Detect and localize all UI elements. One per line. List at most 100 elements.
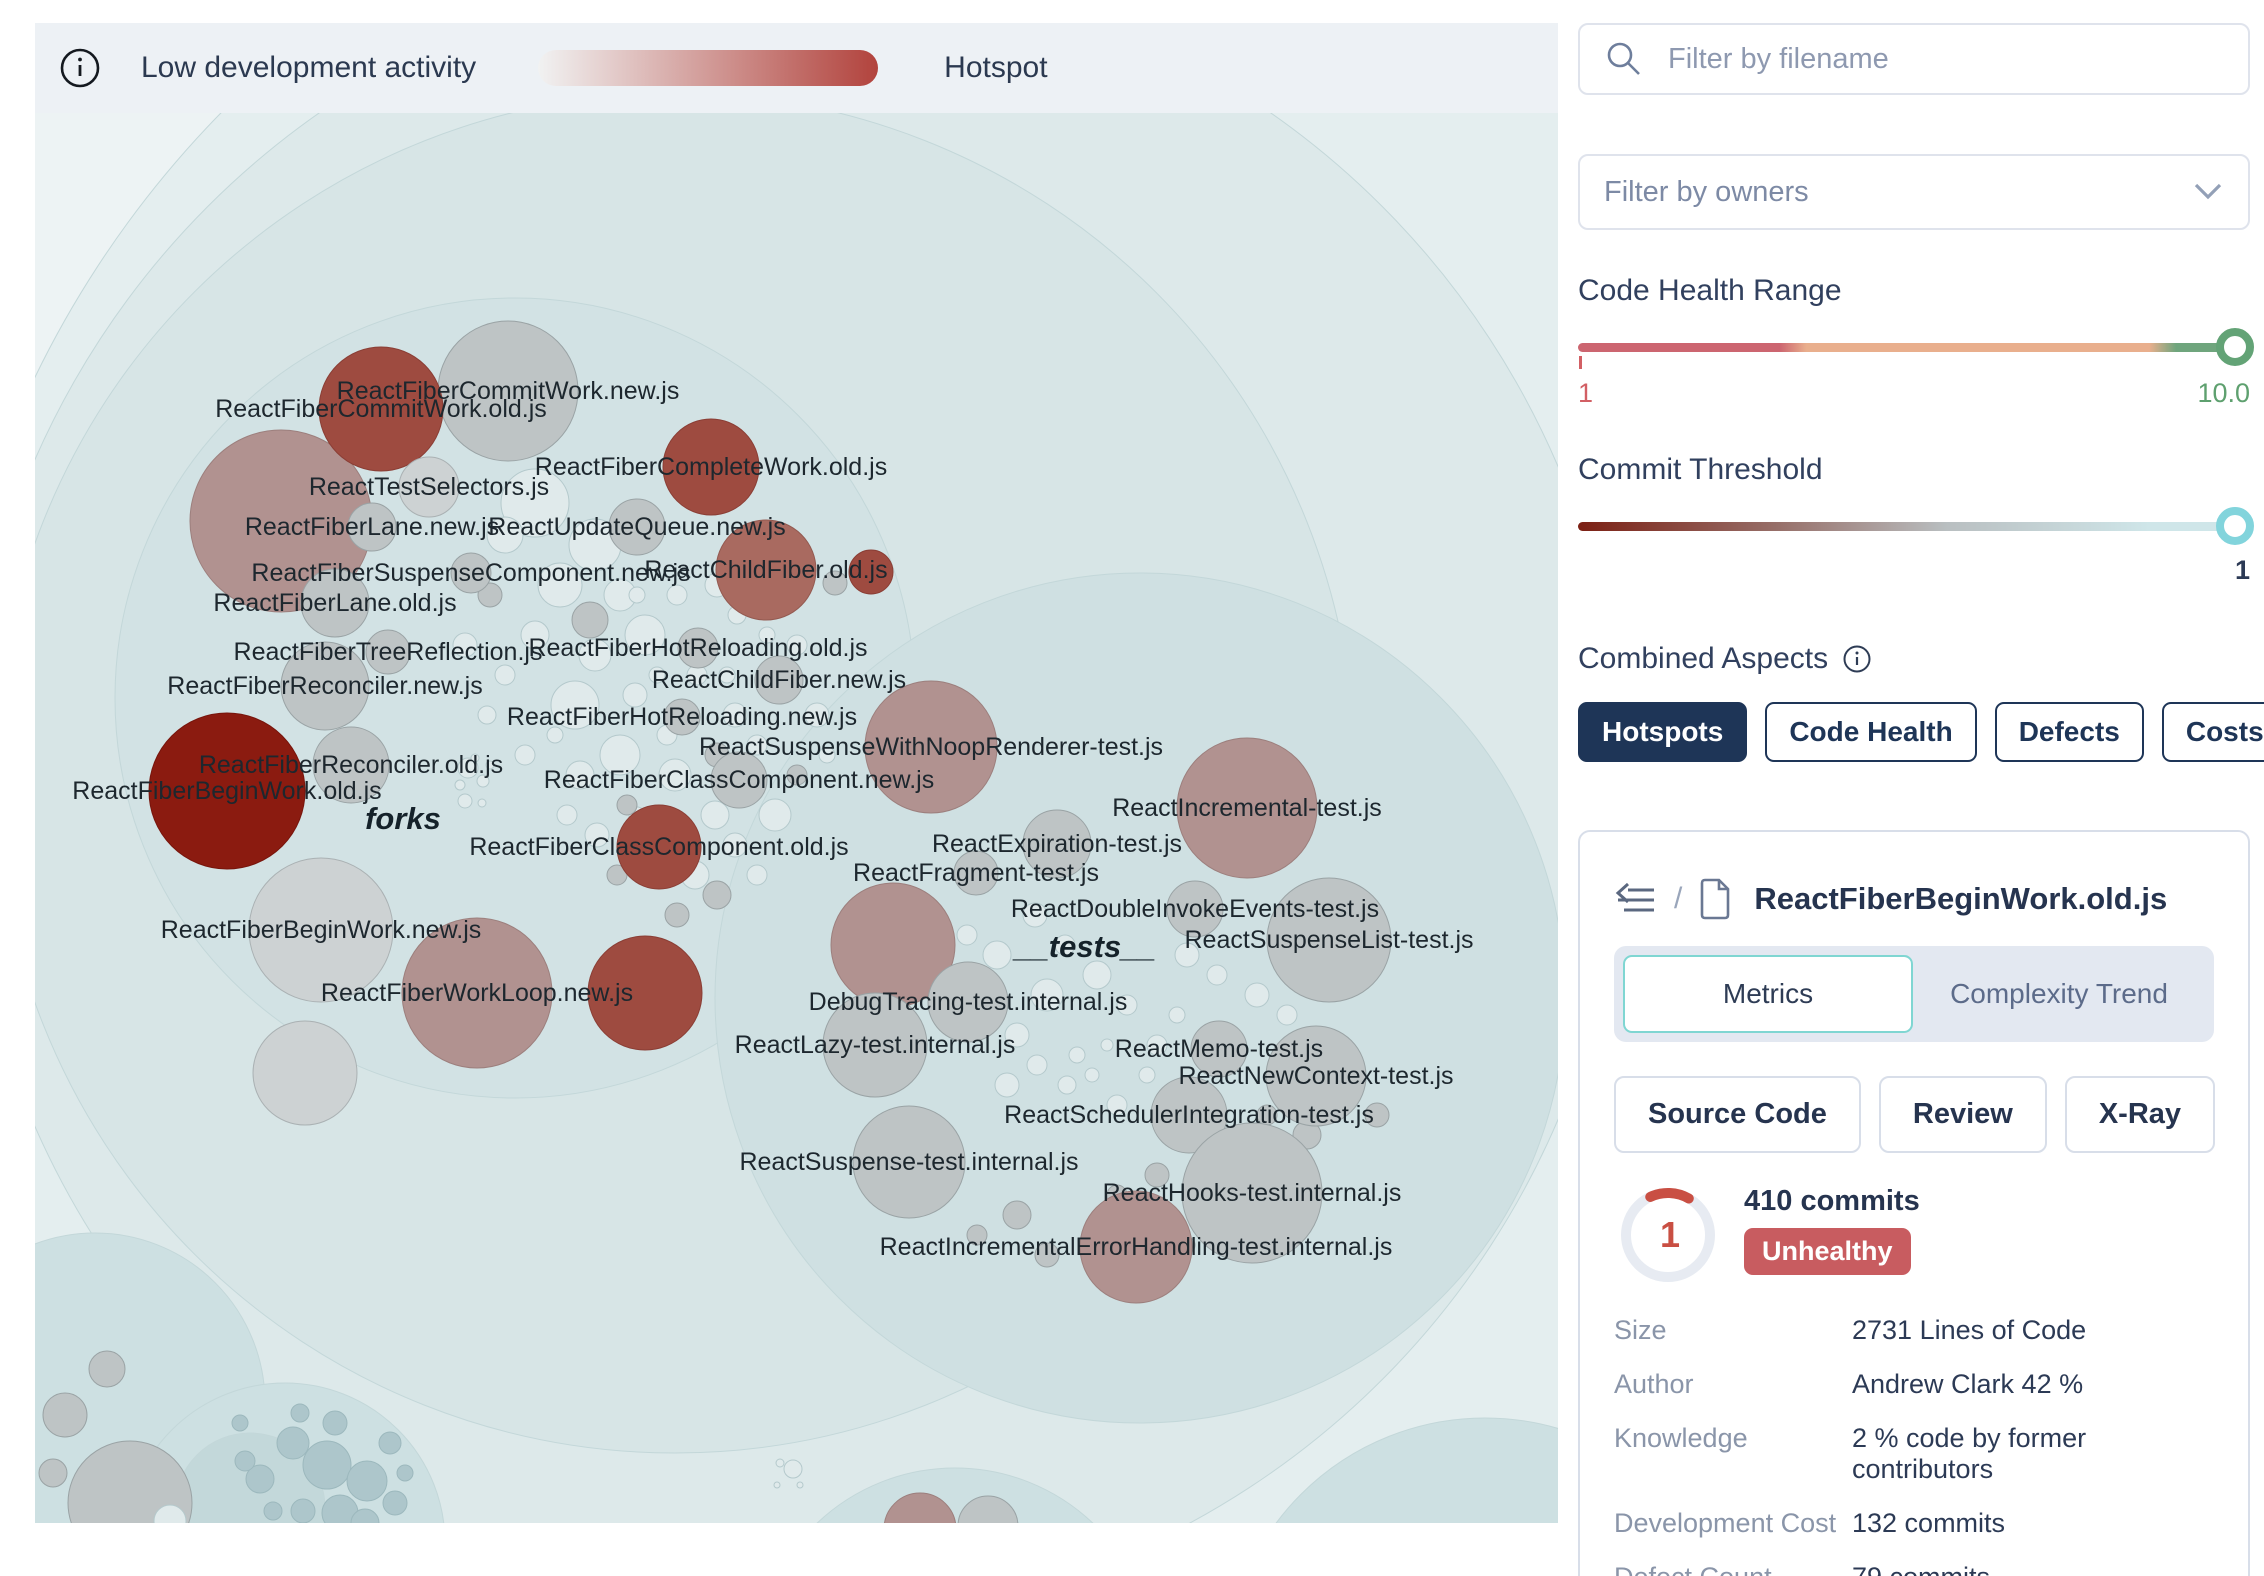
file-bubble[interactable]: ReactSchedulerIntegration-test.js — [1150, 1076, 1228, 1154]
decor-circle — [494, 664, 516, 686]
group-circle[interactable] — [1225, 1417, 1558, 1523]
file-bubble[interactable]: ReactExpiration-test.js — [1022, 809, 1092, 879]
decor-circle — [1206, 964, 1228, 986]
file-label: ReactFiberHotReloading.old.js — [528, 634, 867, 662]
commit-threshold-slider[interactable] — [1578, 507, 2254, 545]
xray-button[interactable]: X-Ray — [2064, 1076, 2216, 1153]
decor-circle — [587, 935, 703, 1051]
code-health-track — [1578, 342, 2250, 352]
decor-circle — [500, 468, 570, 538]
decor-circle — [476, 774, 490, 788]
hotspot-map[interactable]: ReactFiberCommitWork.new.js ReactFiberCom… — [35, 113, 1558, 1523]
decor-circle — [622, 682, 648, 708]
tab-metrics[interactable]: Metrics — [1623, 955, 1913, 1033]
review-button[interactable]: Review — [1878, 1076, 2047, 1153]
file-bubble[interactable]: ReactFiberLane.old.js — [300, 568, 370, 638]
file-bubble[interactable]: ReactHooks-test.internal.js — [1181, 1122, 1323, 1264]
file-bubble[interactable]: ReactFiberBeginWork.new.js — [248, 857, 394, 1003]
file-bubble[interactable]: ReactIncremental-test.js — [1176, 737, 1318, 879]
file-bubble[interactable]: ReactFiberReconciler.new.js — [280, 641, 370, 731]
filename-filter[interactable] — [1578, 23, 2250, 95]
decor-circle — [584, 822, 610, 848]
file-label: ReactFiberTreeReflection.js — [234, 638, 543, 666]
file-bubble[interactable]: ReactFiberLane.new.js — [347, 502, 397, 552]
file-bubble[interactable]: ReactFiberClassComponent.new.js — [710, 751, 768, 809]
code-health-min-tick — [1579, 356, 1582, 369]
code-health-slider[interactable] — [1578, 328, 2254, 369]
decor-circle — [477, 705, 497, 725]
decor-circle — [758, 798, 792, 832]
decor-circle — [666, 584, 688, 606]
file-bubble[interactable]: ReactSuspenseWithNoopRenderer-test.js — [864, 680, 998, 814]
file-bubble[interactable]: ReactFiberHotReloading.new.js — [663, 698, 701, 736]
file-bubble[interactable]: ReactFiberHotReloading.old.js — [677, 627, 719, 669]
file-bubble[interactable]: ReactSuspenseList-test.js — [1266, 877, 1392, 1003]
decor-circle — [884, 1492, 956, 1523]
aspect-button-hotspots[interactable]: Hotspots — [1578, 702, 1748, 762]
decor-circle — [231, 1414, 249, 1432]
decor-circle — [982, 940, 1012, 970]
owners-filter[interactable]: Filter by owners — [1578, 154, 2250, 230]
decor-circle — [234, 1450, 256, 1472]
file-bubble[interactable]: ReactFiberCompleteWork.old.js — [662, 418, 760, 516]
file-details-header: / ReactFiberBeginWork.old.js — [1614, 878, 2214, 920]
decor-circle — [1026, 1054, 1048, 1076]
file-bubble[interactable]: ReactFragment-test.js — [953, 850, 999, 896]
code-health-handle[interactable] — [2216, 328, 2254, 366]
file-bubble[interactable]: ReactDoubleInvokeEvents-test.js — [1166, 880, 1224, 938]
file-label: ReactIncrementalErrorHandling-test.inter… — [880, 1233, 1393, 1261]
file-bubble[interactable]: ReactTestSelectors.js — [398, 456, 460, 518]
file-label: ReactHooks-test.internal.js — [1103, 1179, 1402, 1207]
decor-circle — [153, 1504, 187, 1523]
decor-circle — [396, 1464, 414, 1482]
file-bubble[interactable]: ReactFiberBeginWork.old.js — [148, 712, 306, 870]
activity-legend: Low development activity Hotspot — [35, 23, 1558, 113]
info-icon[interactable] — [59, 47, 101, 89]
file-bubble[interactable]: ReactMemo-test.js — [1190, 1020, 1248, 1078]
decor-circle — [1100, 1038, 1114, 1052]
file-bubble[interactable]: ReactNewContext-test.js — [1265, 1025, 1367, 1127]
decor-circle — [263, 1501, 283, 1521]
code-health-range-label: Code Health Range — [1578, 274, 1842, 307]
file-bubble[interactable]: ReactFiberWorkLoop.new.js — [401, 917, 553, 1069]
file-bubble[interactable]: ReactFiberCommitWork.old.js — [318, 346, 444, 472]
info-icon[interactable] — [1842, 644, 1872, 674]
file-bubble[interactable]: ReactFiberReconciler.old.js — [312, 726, 390, 804]
decor-circle — [520, 620, 550, 650]
decor-circle — [556, 804, 578, 826]
filename-filter-input[interactable] — [1666, 41, 2224, 77]
file-bubble[interactable]: ReactLazy-test.internal.js — [822, 992, 928, 1098]
group-circle[interactable] — [755, 1467, 1155, 1523]
breadcrumb-separator: / — [1674, 882, 1683, 915]
file-label: ReactSuspenseWithNoopRenderer-test.js — [699, 733, 1163, 761]
file-bubble[interactable]: ReactFiberTreeReflection.js — [365, 629, 411, 675]
aspect-button-code-health[interactable]: Code Health — [1765, 702, 1977, 762]
commit-threshold-handle[interactable] — [2216, 507, 2254, 545]
file-bubble[interactable]: ReactFiberClassComponent.old.js — [616, 804, 702, 890]
decor-circle — [346, 1460, 388, 1502]
file-bubble[interactable]: ReactSuspense-test.internal.js — [852, 1105, 966, 1219]
file-name-title: ReactFiberBeginWork.old.js — [1754, 881, 2168, 916]
file-bubble[interactable]: ReactFiberSuspenseComponent.new.js — [450, 552, 492, 594]
combined-aspects-label: Combined Aspects — [1578, 642, 1829, 675]
decor-circle — [786, 634, 808, 656]
back-icon[interactable] — [1614, 882, 1658, 916]
file-label: ReactIncremental-test.js — [1112, 794, 1382, 822]
file-bubble[interactable]: DebugTracing-test.internal.js — [927, 961, 1009, 1043]
status-badge: Unhealthy — [1744, 1228, 1911, 1275]
owners-filter-placeholder: Filter by owners — [1604, 175, 1809, 208]
file-bubble[interactable]: ReactChildFiber.old.js — [715, 519, 817, 621]
aspect-button-defects[interactable]: Defects — [1994, 702, 2144, 762]
decor-circle — [1138, 1066, 1156, 1084]
decor-circle — [42, 1392, 88, 1438]
file-bubble[interactable]: ReactChildFiber.new.js — [754, 655, 804, 705]
metric-row-author: Author Andrew Clark 42 % — [1614, 1369, 2084, 1399]
decor-circle — [1002, 1200, 1032, 1230]
tab-complexity-trend[interactable]: Complexity Trend — [1950, 978, 2168, 1009]
file-bubble[interactable]: ReactIncrementalErrorHandling-test.inter… — [1079, 1190, 1193, 1304]
source-code-button[interactable]: Source Code — [1614, 1076, 1861, 1153]
file-label: ReactMemo-test.js — [1115, 1035, 1323, 1063]
file-bubble[interactable]: ReactUpdateQueue.new.js — [608, 498, 666, 556]
aspect-button-costs[interactable]: Costs — [2161, 702, 2264, 762]
